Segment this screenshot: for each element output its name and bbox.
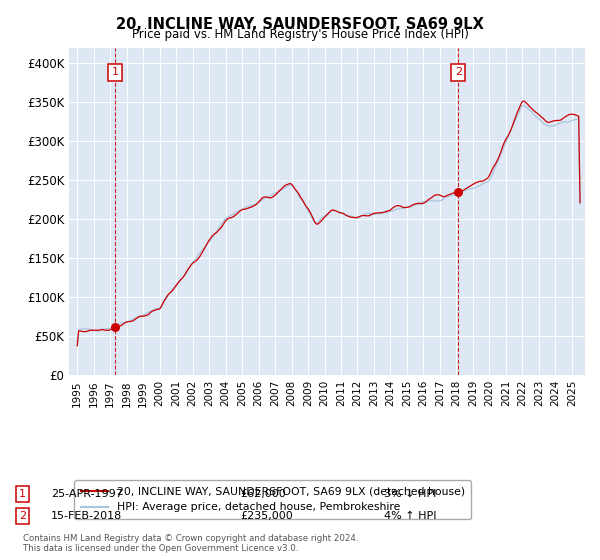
Text: 2: 2 xyxy=(19,511,26,521)
Text: 25-APR-1997: 25-APR-1997 xyxy=(51,489,123,499)
Point xyxy=(110,323,120,332)
Text: £235,000: £235,000 xyxy=(240,511,293,521)
Text: 4% ↑ HPI: 4% ↑ HPI xyxy=(384,511,437,521)
Legend: 20, INCLINE WAY, SAUNDERSFOOT, SA69 9LX (detached house), HPI: Average price, de: 20, INCLINE WAY, SAUNDERSFOOT, SA69 9LX … xyxy=(74,480,471,519)
Text: 3% ↓ HPI: 3% ↓ HPI xyxy=(384,489,436,499)
Text: 1: 1 xyxy=(19,489,26,499)
Text: 1: 1 xyxy=(112,67,119,77)
Text: 2: 2 xyxy=(455,67,462,77)
Text: £62,000: £62,000 xyxy=(240,489,286,499)
Text: 20, INCLINE WAY, SAUNDERSFOOT, SA69 9LX: 20, INCLINE WAY, SAUNDERSFOOT, SA69 9LX xyxy=(116,17,484,32)
Text: Price paid vs. HM Land Registry's House Price Index (HPI): Price paid vs. HM Land Registry's House … xyxy=(131,28,469,41)
Point xyxy=(454,188,463,197)
Text: This data is licensed under the Open Government Licence v3.0.: This data is licensed under the Open Gov… xyxy=(23,544,298,553)
Text: Contains HM Land Registry data © Crown copyright and database right 2024.: Contains HM Land Registry data © Crown c… xyxy=(23,534,358,543)
Text: 15-FEB-2018: 15-FEB-2018 xyxy=(51,511,122,521)
